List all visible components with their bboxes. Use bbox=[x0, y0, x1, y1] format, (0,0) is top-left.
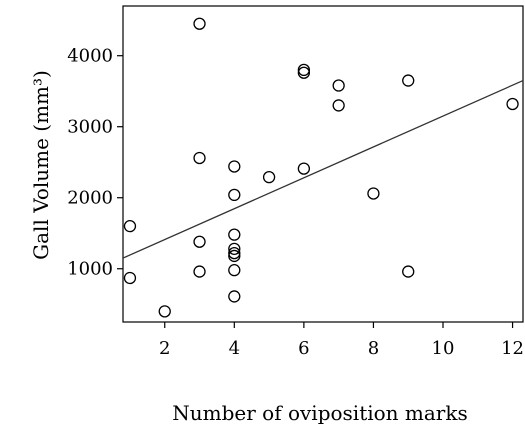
data-point bbox=[158, 305, 171, 318]
y-axis-label: Gall Volume (mm³) bbox=[29, 70, 53, 260]
data-point bbox=[228, 290, 241, 303]
x-tick-label: 10 bbox=[432, 338, 455, 359]
data-point bbox=[123, 219, 137, 233]
data-point bbox=[193, 17, 206, 30]
x-tick-label: 6 bbox=[298, 338, 309, 359]
x-tick-label: 4 bbox=[229, 338, 240, 359]
data-point bbox=[193, 235, 206, 248]
data-point bbox=[332, 79, 345, 92]
y-tick-label: 3000 bbox=[67, 117, 113, 138]
data-point bbox=[228, 246, 241, 260]
y-tick-label: 2000 bbox=[67, 188, 113, 209]
data-point bbox=[297, 63, 311, 77]
data-point bbox=[228, 264, 241, 277]
y-tick-label: 1000 bbox=[67, 259, 113, 280]
regression-line bbox=[122, 79, 524, 259]
data-point bbox=[402, 74, 415, 87]
data-point bbox=[297, 162, 311, 175]
data-point bbox=[262, 170, 276, 184]
data-point bbox=[228, 228, 241, 241]
data-point bbox=[367, 187, 380, 200]
data-point bbox=[193, 265, 206, 278]
x-tick-label: 8 bbox=[368, 338, 379, 359]
data-point bbox=[228, 242, 241, 256]
data-point bbox=[332, 99, 345, 112]
data-point bbox=[506, 97, 519, 111]
data-point bbox=[228, 249, 241, 263]
x-tick-label: 12 bbox=[501, 338, 524, 359]
y-tick-label: 4000 bbox=[67, 46, 113, 67]
x-axis-label: Number of oviposition marks bbox=[172, 401, 468, 425]
data-point bbox=[123, 271, 137, 285]
data-point bbox=[228, 188, 241, 202]
plot-area bbox=[122, 5, 524, 323]
data-point bbox=[402, 265, 415, 278]
data-point bbox=[297, 66, 311, 79]
data-point bbox=[193, 151, 206, 165]
data-point bbox=[228, 160, 241, 173]
x-tick-label: 2 bbox=[159, 338, 170, 359]
